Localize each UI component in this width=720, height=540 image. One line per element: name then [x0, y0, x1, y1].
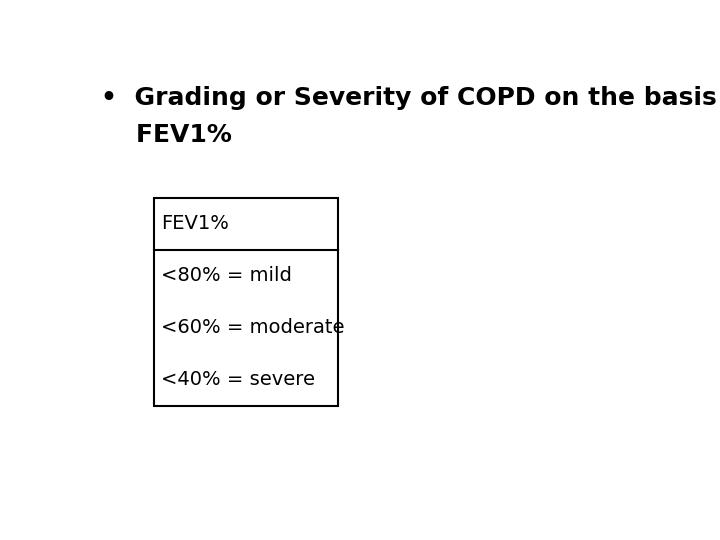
Text: FEV1%: FEV1% — [161, 214, 229, 233]
Text: <60% = moderate: <60% = moderate — [161, 318, 344, 338]
Text: •  Grading or Severity of COPD on the basis of: • Grading or Severity of COPD on the bas… — [101, 85, 720, 110]
Text: <80% = mild: <80% = mild — [161, 266, 292, 285]
Text: FEV1%: FEV1% — [101, 123, 232, 147]
Text: <40% = severe: <40% = severe — [161, 370, 315, 389]
